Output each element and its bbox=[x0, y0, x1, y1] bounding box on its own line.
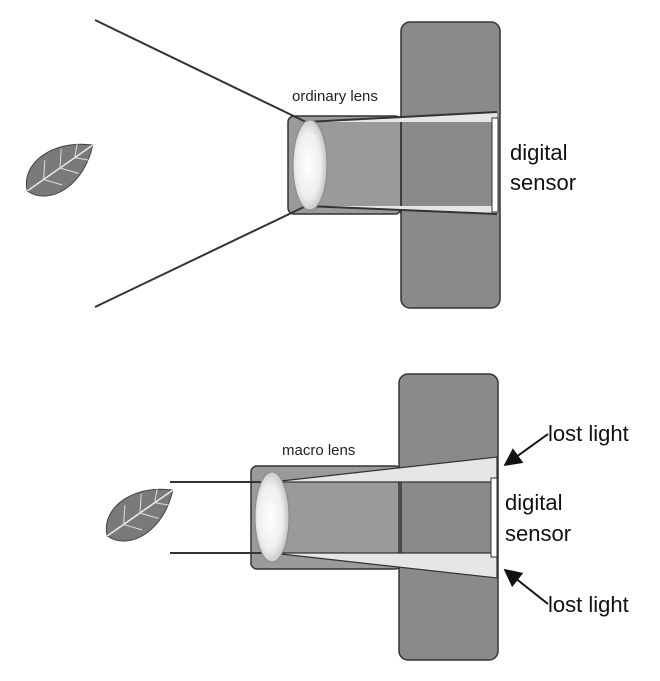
digital-sensor-label-bottom-line2: sensor bbox=[505, 521, 571, 546]
leaf-icon bbox=[105, 488, 174, 542]
digital-sensor-label-bottom-line1: digital bbox=[505, 490, 562, 515]
lost-light-label-top: lost light bbox=[548, 421, 629, 446]
lost-light-arrow-top bbox=[503, 433, 549, 467]
macro-lens-label: macro lens bbox=[282, 442, 355, 459]
lost-light-label-bottom: lost light bbox=[548, 592, 629, 617]
incoming-ray-lower bbox=[94, 205, 307, 308]
lens-element-top bbox=[292, 119, 328, 211]
digital-sensor-top bbox=[491, 117, 499, 213]
camera-body-bottom bbox=[398, 373, 499, 661]
lens-element-bottom bbox=[254, 471, 290, 563]
leaf-icon bbox=[25, 143, 94, 197]
camera-body-top bbox=[400, 21, 501, 309]
lost-light-region-bottom bbox=[271, 552, 498, 579]
digital-sensor-bottom bbox=[490, 477, 498, 558]
lens-barrel-bottom bbox=[250, 465, 402, 570]
ordinary-lens-label: ordinary lens bbox=[292, 88, 378, 105]
ordinary-lens-panel: ordinary lens digital sensor bbox=[25, 19, 576, 309]
digital-sensor-label-top-line2: sensor bbox=[510, 170, 576, 195]
digital-sensor-label-top-line1: digital bbox=[510, 140, 567, 165]
lost-light-arrow-bottom bbox=[503, 568, 549, 605]
incoming-ray-upper bbox=[94, 19, 307, 123]
macro-lens-panel: macro lens lost light digital sensor los… bbox=[105, 373, 629, 661]
lost-light-region-top bbox=[271, 456, 498, 483]
